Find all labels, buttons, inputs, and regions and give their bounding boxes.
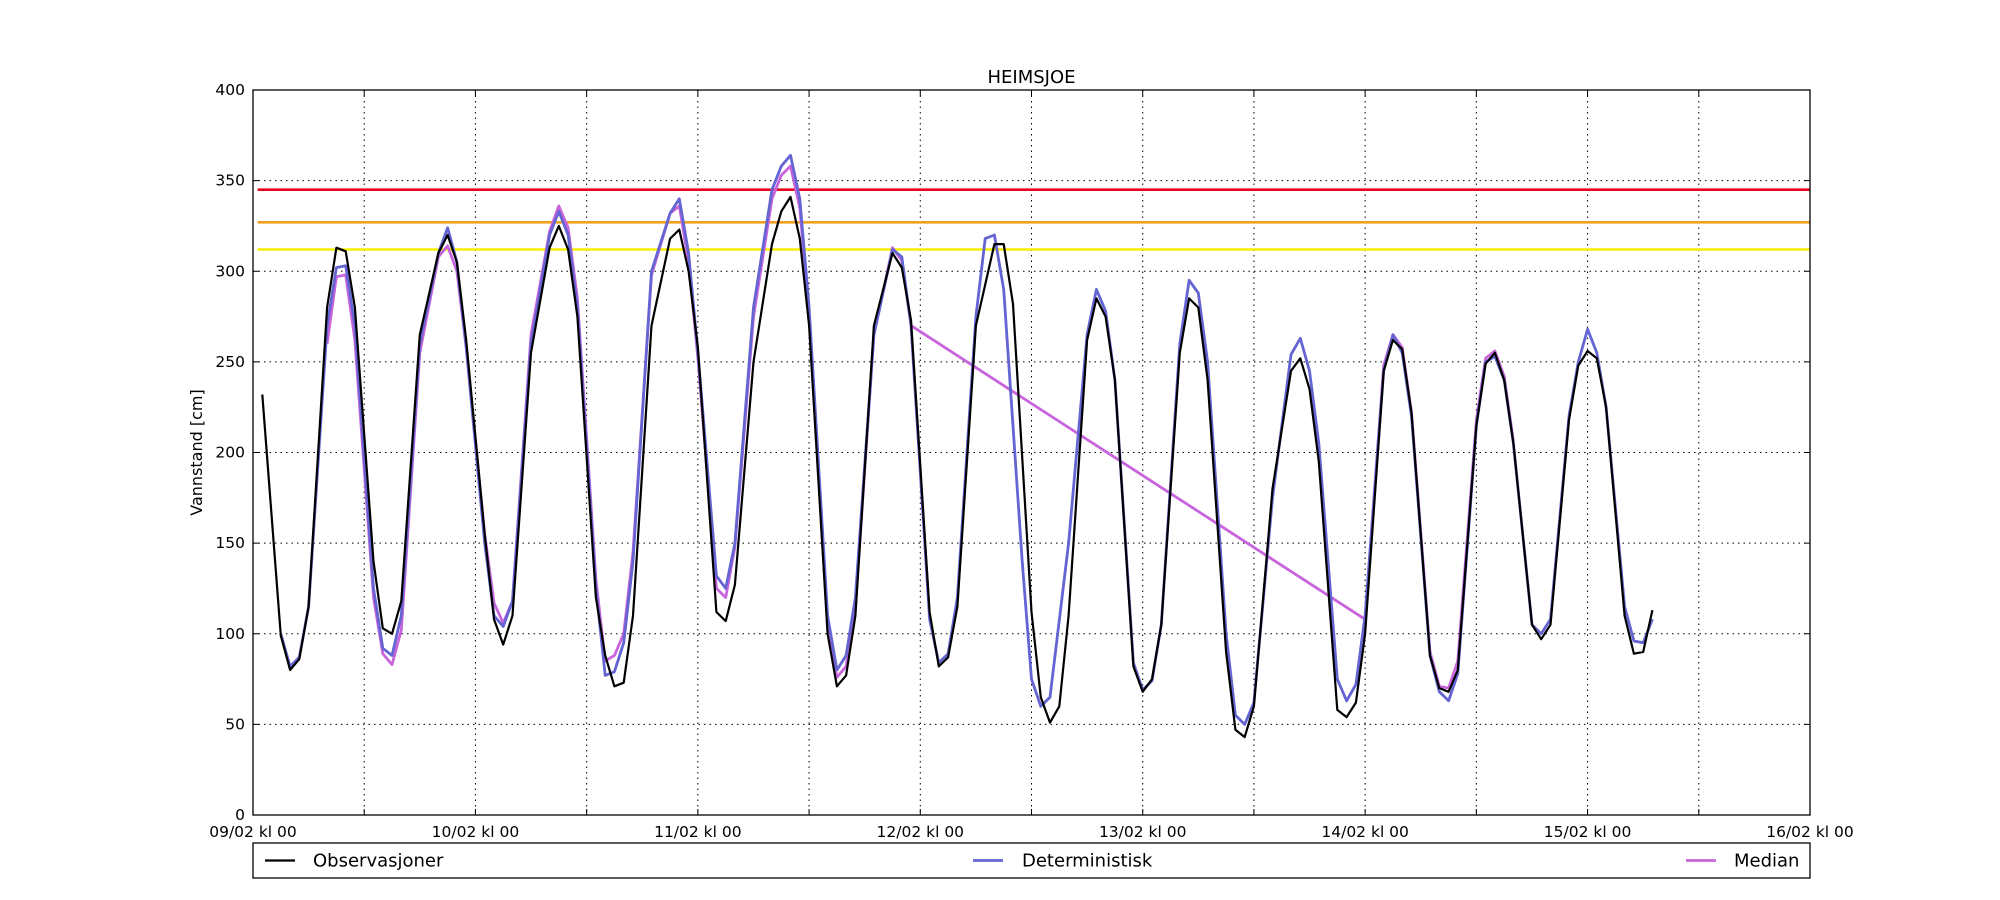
y-axis-ticks: 0 50 100 150 200 250 300 350 400 [215, 81, 1810, 824]
y-tick-label: 350 [215, 172, 245, 190]
y-tick-label: 250 [215, 353, 245, 371]
legend-label: Deterministisk [1022, 851, 1153, 872]
x-tick-label: 11/02 kl 00 [654, 823, 742, 841]
x-tick-label: 09/02 kl 00 [209, 823, 297, 841]
y-tick-label: 100 [215, 625, 245, 643]
legend-label: Median [1734, 851, 1799, 872]
x-tick-label: 16/02 kl 00 [1766, 823, 1854, 841]
y-tick-label: 400 [215, 81, 245, 99]
chart-title: HEIMSJOE [987, 67, 1075, 88]
y-tick-label: 150 [215, 534, 245, 552]
series-lines [261, 153, 1654, 739]
series-line-observasjoner [261, 195, 1654, 739]
x-tick-label: 15/02 kl 00 [1544, 823, 1632, 841]
y-axis-label: Vannstand [cm] [187, 389, 206, 515]
legend-frame [252, 842, 1811, 879]
grid [253, 90, 1810, 815]
x-tick-label: 13/02 kl 00 [1099, 823, 1187, 841]
x-tick-label: 10/02 kl 00 [432, 823, 520, 841]
y-tick-label: 50 [225, 715, 245, 733]
y-tick-label: 300 [215, 262, 245, 280]
legend-label: Observasjoner [313, 851, 444, 872]
series-line-deterministisk [279, 153, 1654, 726]
y-tick-label: 0 [235, 806, 245, 824]
x-tick-label: 14/02 kl 00 [1321, 823, 1409, 841]
x-tick-label: 12/02 kl 00 [877, 823, 965, 841]
x-axis-ticks: 09/02 kl 00 10/02 kl 00 11/02 kl 00 12/02 k… [209, 90, 1854, 841]
legend: Observasjoner Deterministisk Median [252, 842, 1811, 879]
y-tick-label: 200 [215, 444, 245, 462]
threshold-lines [257, 188, 1810, 251]
